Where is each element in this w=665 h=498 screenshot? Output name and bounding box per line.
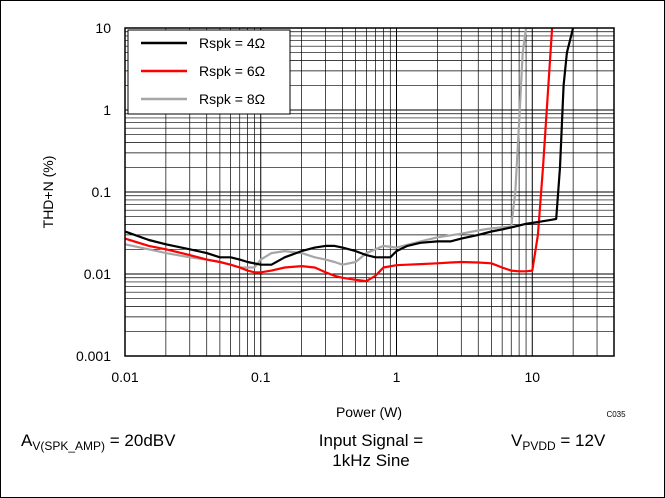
input-signal-line-1: Input Signal =	[318, 431, 424, 450]
legend-label: Rspk = 8Ω	[199, 91, 265, 107]
legend: Rspk = 4Ω Rspk = 6Ω Rspk = 8Ω	[127, 29, 291, 115]
series-line-4ohm	[125, 28, 575, 266]
figure-code: C035	[606, 410, 626, 419]
x-tick-label: 1	[393, 369, 401, 385]
supply-subscript: PVDD	[522, 439, 556, 453]
gain-symbol: A	[21, 431, 33, 450]
x-tick-label: 10	[524, 369, 540, 385]
series-line-6ohm	[125, 28, 554, 283]
supply-condition: VPVDD = 12V	[511, 431, 605, 456]
y-tick-label: 0.01	[84, 266, 111, 282]
y-tick-label: 10	[95, 20, 111, 36]
supply-value: = 12V	[555, 431, 606, 450]
legend-label: Rspk = 6Ω	[199, 63, 265, 79]
supply-symbol: V	[511, 431, 523, 450]
plot-area-border	[124, 27, 615, 357]
x-tick-label: 0.01	[111, 369, 138, 385]
x-tick-label: 0.1	[251, 369, 271, 385]
gain-value: = 20dBV	[105, 431, 176, 450]
x-axis-title: Power (W)	[336, 404, 402, 420]
input-signal-line-2: 1kHz Sine	[332, 451, 410, 470]
y-tick-label: 0.1	[92, 184, 112, 200]
y-axis-title: THD+N (%)	[40, 156, 56, 229]
gain-subscript: V(SPK_AMP)	[32, 439, 106, 453]
series-lines	[125, 28, 575, 283]
legend-label: Rspk = 4Ω	[199, 35, 265, 51]
y-tick-label: 1	[103, 102, 111, 118]
gain-condition: AV(SPK_AMP) = 20dBV	[21, 431, 175, 456]
y-tick-label: 0.001	[76, 348, 111, 364]
input-signal-condition: Input Signal = 1kHz Sine	[291, 431, 451, 471]
